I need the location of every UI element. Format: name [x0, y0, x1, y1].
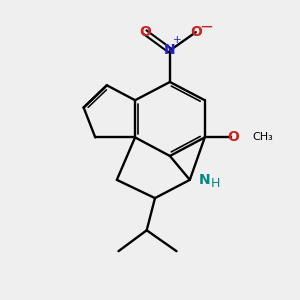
Text: O: O — [190, 25, 202, 39]
Text: O: O — [139, 25, 151, 39]
Text: CH₃: CH₃ — [253, 132, 274, 142]
Text: O: O — [227, 130, 239, 144]
Text: N: N — [199, 173, 211, 187]
Text: N: N — [164, 44, 176, 58]
Text: −: − — [200, 17, 213, 35]
Text: +: + — [173, 35, 182, 45]
Text: H: H — [210, 177, 220, 190]
